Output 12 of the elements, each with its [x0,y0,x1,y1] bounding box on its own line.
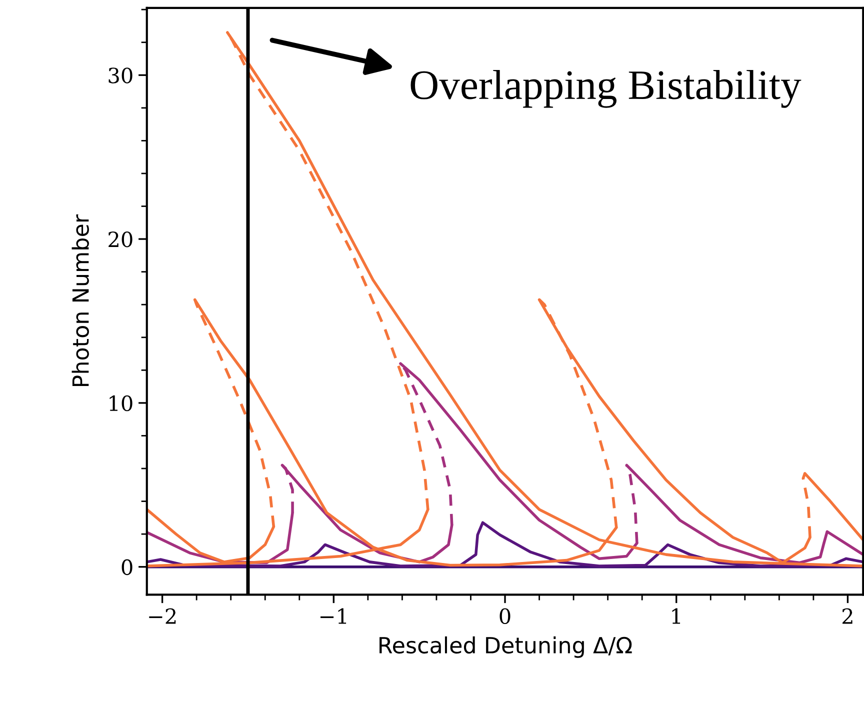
x-tick-label: −2 [149,608,176,624]
x-tick-label: 1 [672,608,680,624]
y-tick-label: 10 [110,395,132,412]
x-tick-label: 2 [842,608,852,624]
y-tick-label: 20 [108,231,132,248]
y-tick-label: 0 [122,559,132,576]
x-tick-label: −1 [320,608,346,624]
x-axis-title: Rescaled Detuning Δ/Ω [380,636,632,658]
x-tick-label: 0 [500,608,510,624]
y-axis-title: Photon Number [72,214,89,386]
y-tick-label: 30 [108,68,132,84]
annotation: Overlapping Bistability [410,70,802,108]
